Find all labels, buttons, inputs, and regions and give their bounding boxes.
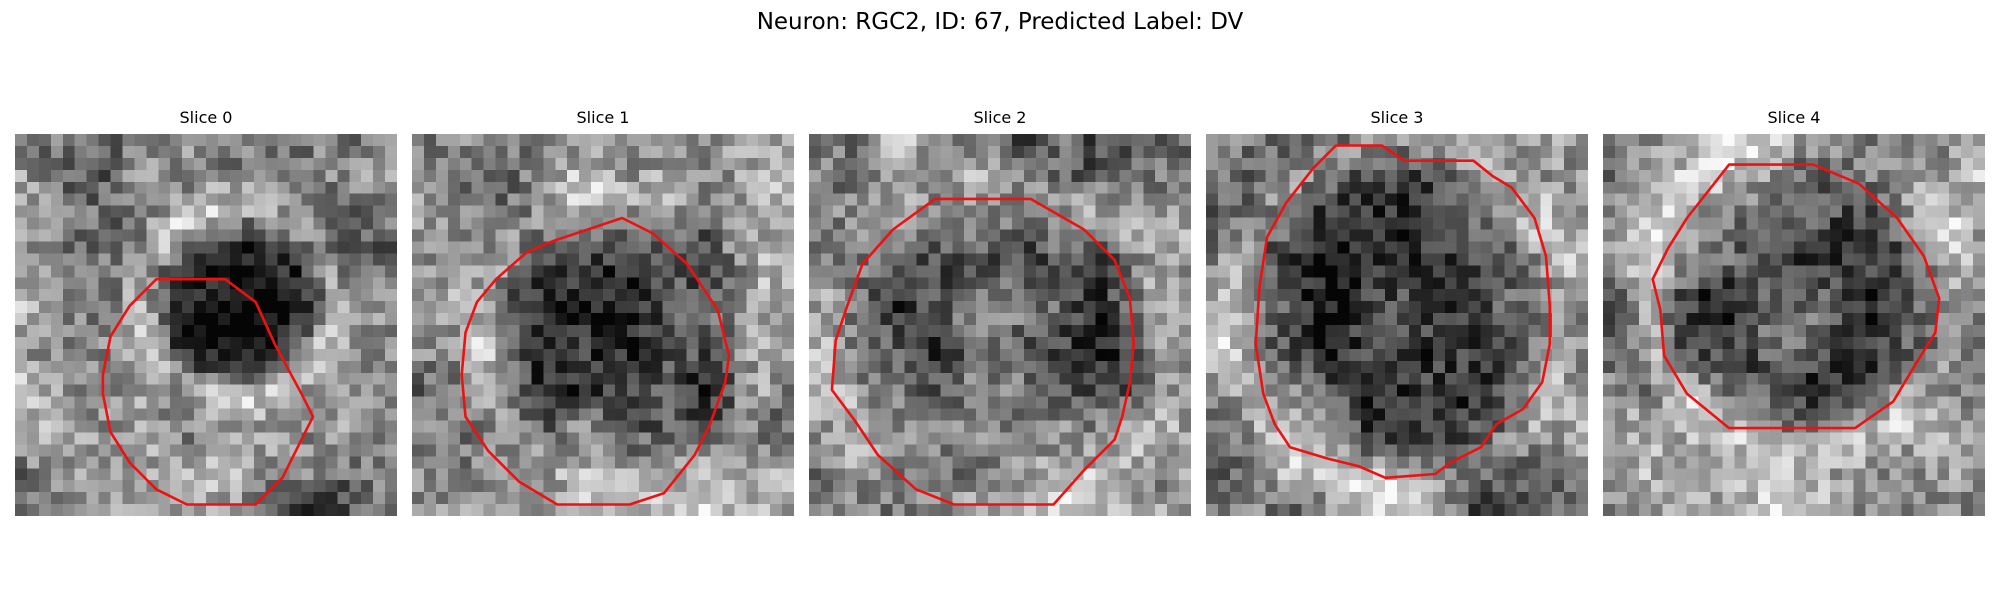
slice-image-4 — [1603, 134, 1985, 516]
slice-title-3: Slice 3 — [1370, 108, 1424, 127]
segmentation-contour — [1651, 163, 1941, 430]
figure-title: Neuron: RGC2, ID: 67, Predicted Label: D… — [756, 9, 1244, 35]
segmentation-contour — [101, 277, 315, 506]
slice-panel-4: Slice 4 — [1603, 108, 1985, 516]
slice-title-0: Slice 0 — [179, 108, 233, 127]
slice-panel-3: Slice 3 — [1206, 108, 1588, 516]
segmentation-contour — [1254, 144, 1552, 480]
slice-title-1: Slice 1 — [576, 108, 630, 127]
pixel-grid — [809, 134, 1191, 516]
slice-image-3 — [1206, 134, 1588, 516]
pixel-grid — [412, 134, 794, 516]
slice-panel-2: Slice 2 — [809, 108, 1191, 516]
slice-image-0 — [15, 134, 397, 516]
pixel-grid — [1206, 134, 1588, 516]
segmentation-contour — [460, 216, 731, 506]
segmentation-contour — [830, 197, 1136, 506]
slice-title-2: Slice 2 — [973, 108, 1027, 127]
slice-title-4: Slice 4 — [1767, 108, 1821, 127]
slice-image-2 — [809, 134, 1191, 516]
slice-panel-1: Slice 1 — [412, 108, 794, 516]
pixel-grid — [1603, 134, 1985, 516]
slice-panel-0: Slice 0 — [15, 108, 397, 516]
slice-image-1 — [412, 134, 794, 516]
pixel-grid — [15, 134, 397, 516]
